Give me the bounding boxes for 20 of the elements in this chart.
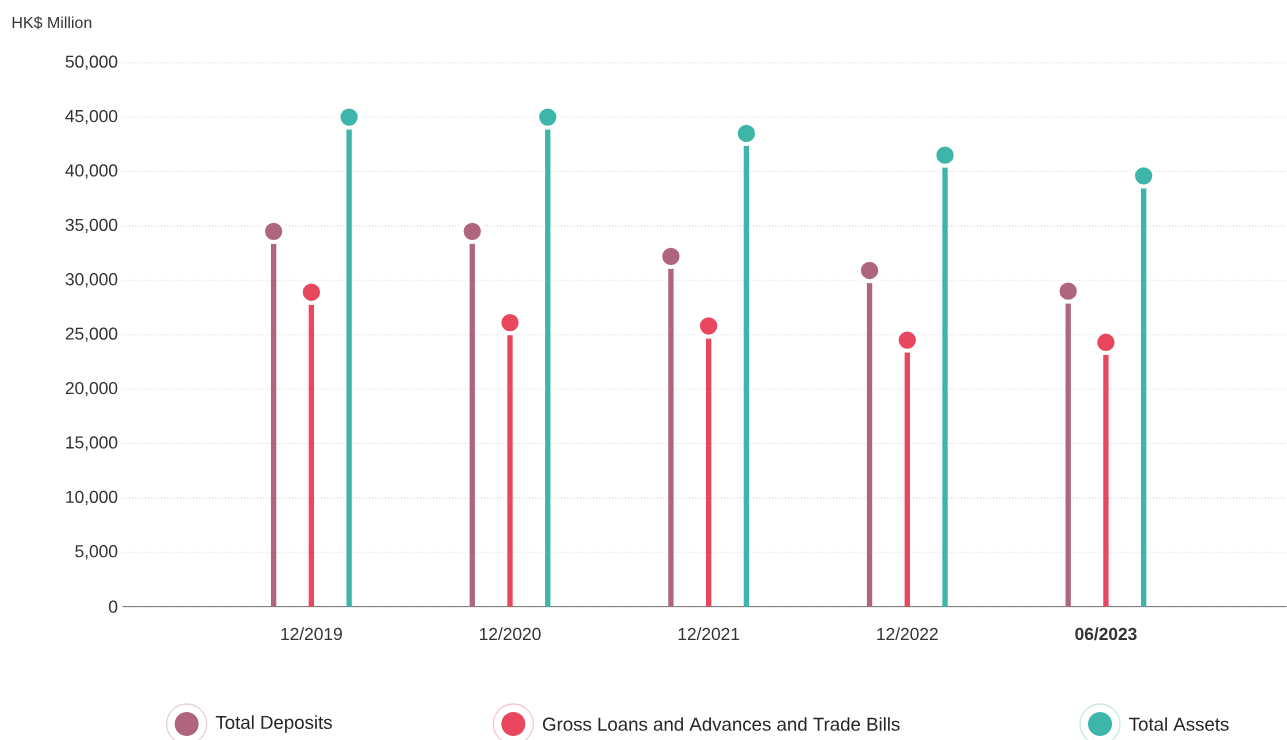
x-tick-label: 06/2023 xyxy=(1075,627,1137,641)
x-tick-label: 12/2022 xyxy=(877,627,938,641)
y-tick-label: 15,000 xyxy=(66,436,118,451)
legend-label: Total Deposits xyxy=(215,715,332,733)
x-tick-label: 12/2019 xyxy=(281,627,342,641)
y-axis-title: HK$ Million xyxy=(12,16,92,30)
y-tick-label: 50,000 xyxy=(65,55,118,70)
y-tick-label: 5,000 xyxy=(75,545,118,560)
y-tick-label: 35,000 xyxy=(65,218,118,234)
x-tick-label: 12/2021 xyxy=(678,627,740,641)
y-tick-label: 45,000 xyxy=(65,109,118,125)
y-tick-label: 25,000 xyxy=(65,327,118,342)
y-tick-label: 30,000 xyxy=(65,273,118,288)
y-tick-label: 0 xyxy=(108,600,118,613)
legend-label: Total Assets xyxy=(1129,717,1229,731)
y-tick-label: 40,000 xyxy=(65,164,118,179)
y-tick-label: 10,000 xyxy=(66,490,118,506)
x-tick-label: 12/2020 xyxy=(480,627,541,641)
y-tick-label: 20,000 xyxy=(65,381,118,397)
legend-label: Gross Loans and Advances and Trade Bills xyxy=(542,717,900,731)
